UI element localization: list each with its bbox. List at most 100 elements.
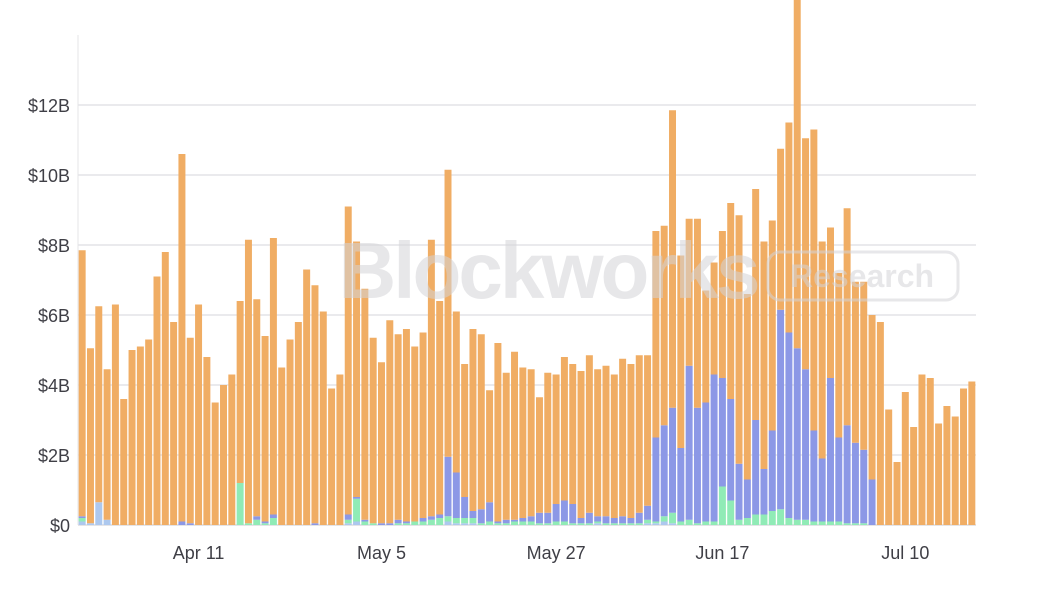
bar-segment-orange (818, 241, 826, 459)
bar-segment-green (851, 523, 859, 525)
bar-segment-green (461, 518, 469, 524)
y-tick-label: $8B (38, 236, 70, 256)
bar-segment-blue (569, 504, 577, 524)
bar-segment-orange (702, 290, 710, 403)
bar-segment-blue (802, 369, 810, 520)
bar-segment-green (477, 523, 485, 525)
bar-segment-orange (228, 374, 236, 525)
bar-segment-blue (610, 518, 618, 524)
bar-segment-blue (469, 511, 477, 518)
bar-segment-lightblue (660, 521, 668, 525)
bar-segment-blue (527, 516, 535, 522)
bar-segment-blue (793, 348, 801, 520)
bar-segment-green (718, 486, 726, 525)
bar-segment-orange (269, 238, 277, 515)
bar-segment-orange (353, 241, 361, 497)
bar-segment-green (469, 518, 477, 524)
bar-segment-green (344, 519, 352, 524)
bar-segment-green (394, 523, 402, 525)
bar-segment-orange (86, 348, 94, 524)
bar-segment-orange (511, 351, 519, 520)
bar-segment-blue (644, 505, 652, 520)
bar-segment-green (735, 519, 743, 525)
bar-segment-blue (186, 523, 194, 525)
bar-segment-lightblue (652, 523, 660, 525)
bar-segment-orange (336, 374, 344, 525)
bar-segment-green (419, 521, 427, 525)
bar-segment-lightblue (103, 519, 111, 525)
bar-segment-lightblue (452, 523, 460, 525)
bar-segment-green (444, 516, 452, 522)
bar-segment-orange (378, 362, 385, 524)
bar-segment-blue (253, 516, 261, 520)
bar-segment-orange (943, 406, 951, 525)
bar-segment-green (669, 512, 676, 524)
bar-segment-orange (968, 381, 976, 525)
bar-segment-green (810, 521, 818, 525)
bar-segment-blue (777, 309, 785, 510)
bar-segment-orange (851, 281, 859, 443)
bar-segment-green (269, 518, 277, 525)
bar-segment-blue (477, 509, 485, 524)
bar-segment-green (677, 521, 685, 525)
bar-segment-orange (195, 304, 203, 525)
bar-segment-lightblue (95, 502, 103, 525)
bar-segment-blue (710, 374, 718, 522)
bar-segment-green (452, 518, 460, 524)
bar-segment-orange (910, 427, 918, 525)
bar-segment-orange (544, 372, 552, 513)
bar-segment-blue (818, 458, 826, 522)
watermark-tag: Research (790, 258, 934, 294)
bar-segment-orange (303, 269, 311, 525)
bar-segment-lightblue (78, 521, 86, 525)
x-tick-label: Apr 11 (173, 543, 225, 563)
bar-segment-green (78, 518, 86, 522)
bar-segment-orange (652, 231, 660, 438)
bar-segment-blue (810, 430, 818, 522)
bar-segment-orange (220, 385, 227, 525)
bar-segment-orange (901, 392, 909, 525)
bar-segment-orange (644, 355, 652, 506)
bar-segment-orange (960, 388, 968, 525)
bar-segment-orange (411, 346, 419, 522)
bar-segment-green (519, 521, 527, 525)
bar-segment-green (777, 509, 785, 525)
bar-segment-green (369, 523, 377, 525)
bar-segment-orange (552, 374, 560, 504)
bar-segment-orange (926, 378, 934, 525)
bar-segment-green (793, 519, 801, 525)
bar-segment-orange (477, 334, 485, 510)
bar-segment-orange (120, 399, 128, 525)
bar-segment-blue (311, 523, 319, 525)
bar-segment-orange (885, 409, 893, 525)
bar-segment-orange (402, 329, 410, 522)
bar-segment-green (644, 519, 652, 524)
bar-segment-green (727, 500, 735, 525)
bar-segment-lightblue (644, 523, 652, 525)
bar-segment-blue (677, 448, 685, 522)
bar-segment-orange (328, 388, 336, 525)
bar-segment-orange (735, 215, 743, 464)
bar-segment-blue (502, 519, 510, 524)
bar-segment-green (502, 523, 510, 525)
bar-segment-orange (527, 369, 535, 517)
watermark-tag-box (766, 250, 960, 302)
bar-segment-green (627, 523, 635, 525)
bar-segment-green (486, 521, 494, 525)
bar-segment-orange (876, 322, 884, 525)
bar-segment-green (802, 519, 810, 525)
bar-segment-green (535, 523, 543, 525)
bar-segment-green (261, 523, 269, 525)
bar-segment-blue (519, 518, 527, 522)
bar-segment-green (411, 521, 419, 525)
bar-segment-orange (810, 129, 818, 431)
bar-segment-blue (511, 519, 519, 522)
bar-segment-orange (286, 339, 294, 525)
bar-segment-orange (486, 390, 494, 503)
bar-segment-lightblue (469, 523, 477, 525)
y-tick-label: $12B (28, 96, 70, 116)
bar-segment-blue (693, 407, 701, 524)
bar-segment-blue (436, 514, 444, 518)
bar-segment-green (835, 521, 843, 525)
